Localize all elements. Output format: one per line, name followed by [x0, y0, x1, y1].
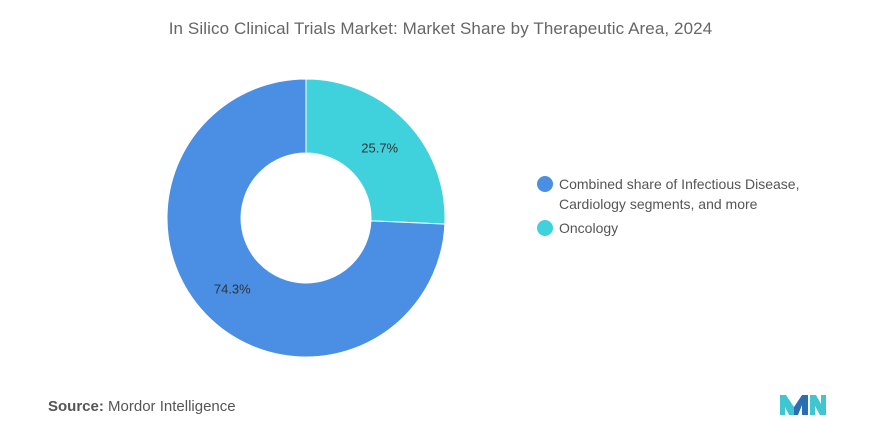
legend-item-oncology: Oncology	[537, 218, 837, 238]
data-label-0: 25.7%	[361, 140, 398, 155]
data-label-1: 74.3%	[214, 282, 251, 297]
source-value: Mordor Intelligence	[108, 398, 236, 415]
legend-label-oncology: Oncology	[559, 220, 619, 236]
source-label: Source:	[48, 398, 104, 415]
source-note: Source: Mordor Intelligence	[48, 398, 236, 415]
donut-slice-1	[166, 78, 446, 358]
donut-slice-0	[305, 78, 446, 225]
legend-item-combined: Combined share of Infectious Disease, Ca…	[537, 174, 837, 214]
legend-label-combined: Combined share of Infectious Disease, Ca…	[559, 176, 800, 212]
chart-legend: Combined share of Infectious Disease, Ca…	[537, 174, 837, 242]
legend-swatch-oncology	[537, 220, 553, 236]
legend-swatch-combined	[537, 176, 553, 192]
mordor-intelligence-logo	[780, 395, 826, 415]
chart-title: In Silico Clinical Trials Market: Market…	[168, 19, 713, 38]
